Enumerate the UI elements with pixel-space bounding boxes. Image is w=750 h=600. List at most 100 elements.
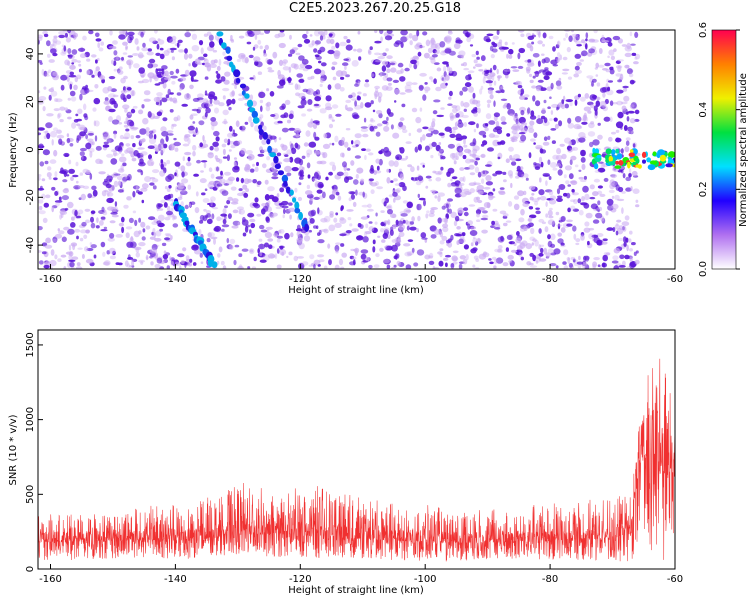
spectrogram-speckle xyxy=(622,226,627,232)
spectrogram-speckle xyxy=(448,96,452,100)
spectrogram-speckle xyxy=(169,70,174,76)
spectrogram-speckle xyxy=(527,125,534,129)
spectrogram-speckle xyxy=(477,199,483,204)
spectrogram-speckle xyxy=(77,209,84,215)
spectrogram-speckle xyxy=(108,247,116,255)
spectrogram-speckle xyxy=(298,78,305,83)
spectrogram-speckle xyxy=(376,186,383,190)
spectrogram-speckle xyxy=(576,261,584,265)
spectrogram-speckle xyxy=(541,53,545,56)
spectrogram-speckle xyxy=(360,178,365,183)
spectrogram-speckle xyxy=(416,165,420,171)
spectrogram-speckle xyxy=(583,255,590,261)
spectrogram-speckle xyxy=(609,116,613,123)
spectrogram-speckle xyxy=(556,188,561,195)
spectrogram-speckle xyxy=(508,260,512,263)
spectrogram-speckle xyxy=(583,175,588,180)
spectrogram-speckle xyxy=(52,238,57,243)
spectrogram-speckle xyxy=(601,40,610,43)
spectrogram-speckle xyxy=(583,106,592,112)
spectrogram-speckle xyxy=(374,52,381,56)
spectrogram-speckle xyxy=(276,235,283,239)
spectrogram-speckle xyxy=(455,113,460,118)
spectrogram-speckle xyxy=(331,45,336,50)
spectrogram-speckle xyxy=(623,242,627,247)
spectrogram-speckle xyxy=(102,132,109,138)
spectrogram-speckle xyxy=(404,89,413,93)
spectrogram-speckle xyxy=(552,64,558,67)
spectrogram-trace-mark xyxy=(292,197,297,203)
spectrogram-speckle xyxy=(574,65,580,71)
spectrogram-speckle xyxy=(486,202,491,209)
spectrogram-speckle xyxy=(476,123,479,129)
spectrogram-speckle xyxy=(355,189,358,196)
spectrogram-speckle xyxy=(38,199,44,204)
spectrogram-speckle xyxy=(385,48,389,52)
spectrogram-speckle xyxy=(120,77,126,84)
spectrogram-speckle xyxy=(238,264,243,269)
spectrogram-speckle xyxy=(60,51,67,56)
spectrogram-speckle xyxy=(458,263,463,269)
spectrogram-band-mark xyxy=(667,151,675,158)
spectrogram-speckle xyxy=(505,247,509,252)
spectrogram-speckle xyxy=(463,102,470,108)
spectrogram-speckle xyxy=(42,217,48,224)
spectrogram-speckle xyxy=(365,79,369,83)
spectrogram-speckle xyxy=(492,139,500,147)
spectrogram-speckle xyxy=(203,98,209,104)
spectrogram-speckle xyxy=(127,36,130,42)
spectrogram-speckle xyxy=(178,183,182,189)
spectrogram-speckle xyxy=(461,135,468,140)
spectrogram-speckle xyxy=(59,106,66,111)
spectrogram-speckle xyxy=(50,48,57,54)
spectrogram-speckle xyxy=(291,147,297,155)
spectrogram-speckle xyxy=(60,254,67,258)
spectrogram-speckle xyxy=(85,229,90,234)
spectrogram-speckle xyxy=(595,212,603,219)
spectrogram-speckle xyxy=(398,231,405,237)
spectrogram-speckle xyxy=(501,121,507,125)
spectrogram-speckle xyxy=(84,87,90,94)
snr-frame xyxy=(37,329,676,570)
spectrogram-speckle xyxy=(238,208,245,215)
spectrogram-speckle xyxy=(542,172,550,177)
spectrogram-speckle xyxy=(361,204,369,208)
spectrogram-speckle xyxy=(170,261,175,266)
spectrogram-speckle xyxy=(170,207,174,212)
spectrogram-speckle xyxy=(411,216,415,222)
spectrogram-speckle xyxy=(473,255,479,260)
spectrogram-speckle xyxy=(85,170,91,175)
spectrogram-speckle xyxy=(574,69,583,75)
spectrogram-speckle xyxy=(459,167,465,171)
spectrogram-speckle xyxy=(283,158,291,163)
spectrogram-speckle xyxy=(227,213,232,220)
spectrogram-speckle xyxy=(538,252,544,257)
spectrogram-speckle xyxy=(374,85,380,90)
spectrogram-speckle xyxy=(166,188,171,193)
spectrogram-speckle xyxy=(456,145,464,153)
spectrogram-speckle xyxy=(184,93,191,100)
spectrogram-speckle xyxy=(298,92,306,99)
spectrogram-speckle xyxy=(364,102,372,108)
spectrogram-speckle xyxy=(261,208,266,215)
spectrogram-speckle xyxy=(563,174,567,179)
spectrogram-speckle xyxy=(487,147,494,152)
spectrogram-speckle xyxy=(50,87,54,90)
spectrogram-speckle xyxy=(84,115,89,121)
spectrogram-speckle xyxy=(112,94,119,98)
spectrogram-trace-mark xyxy=(294,201,300,210)
spectrogram-speckle xyxy=(202,62,205,66)
spectrogram-speckle xyxy=(315,89,321,96)
spectrogram-speckle xyxy=(257,153,265,157)
spectrogram-speckle xyxy=(568,140,572,147)
spectrogram-speckle xyxy=(323,265,328,269)
spectrogram-speckle xyxy=(317,264,321,267)
spectrogram-speckle xyxy=(264,194,270,201)
spectrogram-speckle xyxy=(85,219,90,224)
spectrogram-speckle xyxy=(353,179,359,185)
spectrogram-speckle xyxy=(123,124,129,128)
y-tick-label: 500 xyxy=(25,485,36,504)
spectrogram-speckle xyxy=(452,107,458,114)
spectrogram-speckle xyxy=(210,117,217,122)
